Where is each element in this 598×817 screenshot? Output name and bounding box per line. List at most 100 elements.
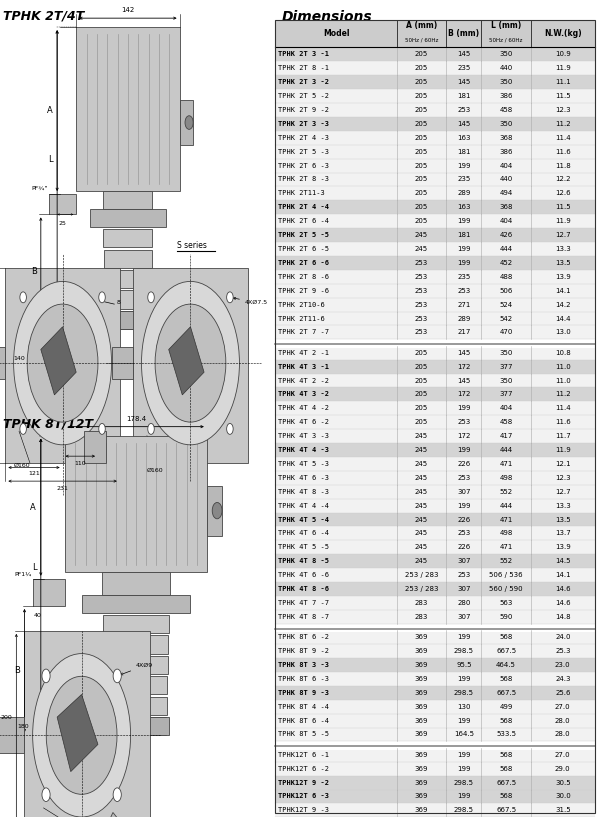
Text: TPHK 4T 6 -6: TPHK 4T 6 -6 <box>278 572 329 578</box>
Text: 667.5: 667.5 <box>496 690 516 696</box>
Bar <box>275 775 595 789</box>
Text: S series: S series <box>177 241 207 250</box>
Text: 298.5: 298.5 <box>454 648 474 654</box>
Text: 121: 121 <box>28 471 40 476</box>
Text: TPHK 8T 6 -2: TPHK 8T 6 -2 <box>278 634 329 641</box>
Text: 253: 253 <box>457 572 471 578</box>
Bar <box>275 401 595 415</box>
Bar <box>275 311 595 325</box>
Text: 13.7: 13.7 <box>555 530 570 537</box>
Text: 205: 205 <box>415 419 428 425</box>
Bar <box>275 387 595 401</box>
FancyBboxPatch shape <box>76 27 179 190</box>
Text: 307: 307 <box>457 586 471 592</box>
Bar <box>275 713 595 727</box>
Text: 13.5: 13.5 <box>555 516 570 523</box>
Text: 568: 568 <box>499 676 513 682</box>
Text: TPHK12T 9 -3: TPHK12T 9 -3 <box>278 807 329 814</box>
Text: 253: 253 <box>415 301 428 308</box>
Text: 444: 444 <box>499 502 512 509</box>
Bar <box>275 610 595 624</box>
Text: 205: 205 <box>415 204 428 210</box>
Text: 11.6: 11.6 <box>555 419 570 425</box>
Text: 11.4: 11.4 <box>555 135 570 141</box>
Text: 14.5: 14.5 <box>555 558 570 565</box>
Text: 181: 181 <box>457 232 471 238</box>
Text: TPHK 2T 3 -3: TPHK 2T 3 -3 <box>278 121 329 127</box>
Text: 386: 386 <box>499 93 513 99</box>
FancyBboxPatch shape <box>100 311 155 329</box>
Text: 11.4: 11.4 <box>555 405 570 411</box>
Text: 178.4: 178.4 <box>126 416 146 422</box>
Text: Dimensions: Dimensions <box>282 10 373 24</box>
Bar <box>275 103 595 117</box>
Bar <box>275 583 595 596</box>
Text: 369: 369 <box>415 731 428 738</box>
Bar <box>275 498 595 512</box>
FancyBboxPatch shape <box>25 631 150 817</box>
Text: 30.5: 30.5 <box>555 779 570 786</box>
Text: 12.2: 12.2 <box>555 176 570 182</box>
Circle shape <box>46 676 117 794</box>
Text: 471: 471 <box>499 544 513 551</box>
FancyBboxPatch shape <box>104 270 151 288</box>
Bar <box>275 415 595 429</box>
Text: 253: 253 <box>457 107 471 113</box>
Text: 271: 271 <box>457 301 471 308</box>
Text: Ø160: Ø160 <box>147 467 163 472</box>
Text: 199: 199 <box>457 752 471 757</box>
Text: TPHK 4T 8 -5: TPHK 4T 8 -5 <box>278 558 329 565</box>
FancyBboxPatch shape <box>84 431 106 463</box>
Text: TPHK 4T 8 -3: TPHK 4T 8 -3 <box>278 489 329 495</box>
Text: 14.6: 14.6 <box>555 600 570 606</box>
Circle shape <box>76 726 87 744</box>
Text: 253: 253 <box>457 475 471 481</box>
Text: 350: 350 <box>499 350 513 355</box>
Circle shape <box>113 788 121 801</box>
Text: TPHK 2T 7 -7: TPHK 2T 7 -7 <box>278 329 329 336</box>
Bar <box>275 568 595 583</box>
Text: TPHK 8T 5 -5: TPHK 8T 5 -5 <box>278 731 329 738</box>
Text: A: A <box>30 502 35 511</box>
Text: TPHK 2T 6 -3: TPHK 2T 6 -3 <box>278 163 329 168</box>
Text: 253: 253 <box>415 315 428 322</box>
Text: 368: 368 <box>499 204 513 210</box>
Text: 245: 245 <box>415 232 428 238</box>
Text: 235: 235 <box>457 65 471 71</box>
Text: L: L <box>48 155 53 164</box>
Text: 12.7: 12.7 <box>555 232 570 238</box>
Bar <box>275 540 595 554</box>
Text: 29.0: 29.0 <box>555 766 570 772</box>
Bar <box>275 242 595 256</box>
Text: 12.3: 12.3 <box>555 475 570 481</box>
FancyBboxPatch shape <box>0 717 25 753</box>
Text: 667.5: 667.5 <box>496 648 516 654</box>
Text: 458: 458 <box>499 107 512 113</box>
Text: 417: 417 <box>499 433 513 439</box>
Text: TPHK 4T 6 -2: TPHK 4T 6 -2 <box>278 419 329 425</box>
Text: 25.3: 25.3 <box>555 648 570 654</box>
Text: TPHK 4T 4 -4: TPHK 4T 4 -4 <box>278 502 329 509</box>
Text: 253: 253 <box>415 288 428 293</box>
Text: 205: 205 <box>415 65 428 71</box>
Text: L (mm): L (mm) <box>491 21 521 30</box>
Bar <box>275 283 595 297</box>
Circle shape <box>99 292 105 303</box>
Text: 180: 180 <box>18 724 29 729</box>
Bar <box>275 117 595 131</box>
Text: 506: 506 <box>499 288 513 293</box>
FancyBboxPatch shape <box>33 578 65 606</box>
Text: 140: 140 <box>14 356 25 361</box>
Text: 50Hz / 60Hz: 50Hz / 60Hz <box>405 38 438 43</box>
FancyBboxPatch shape <box>104 636 168 654</box>
Text: 11.7: 11.7 <box>555 433 570 439</box>
Text: 205: 205 <box>415 176 428 182</box>
Text: 11.2: 11.2 <box>555 391 570 397</box>
Text: TPHK 2T 8 -1: TPHK 2T 8 -1 <box>278 65 329 71</box>
Text: 95.5: 95.5 <box>456 662 472 668</box>
Text: 205: 205 <box>415 79 428 85</box>
Text: N.W.(kg): N.W.(kg) <box>544 29 582 38</box>
Text: 205: 205 <box>415 163 428 168</box>
Text: 205: 205 <box>415 93 428 99</box>
Circle shape <box>212 502 222 519</box>
